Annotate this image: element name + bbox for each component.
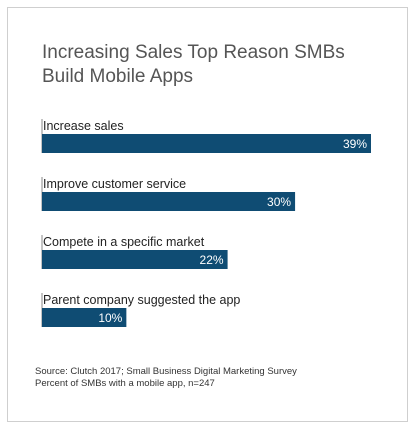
bar [42, 250, 228, 269]
category-label: Increase sales [43, 119, 124, 133]
bar-chart: Increase sales 39% Improve customer servic… [41, 119, 371, 327]
chart-title: Increasing Sales Top Reason SMBs Build M… [42, 42, 345, 87]
value-label: 22% [200, 253, 224, 267]
bar [42, 308, 127, 327]
bar [42, 134, 371, 153]
value-label: 30% [267, 195, 291, 209]
sample-note: Percent of SMBs with a mobile app, n=247 [35, 378, 215, 389]
category-label: Parent company suggested the app [43, 293, 240, 307]
category-label: Compete in a specific market [43, 235, 205, 249]
chart-footer: Source: Clutch 2017; Small Business Digi… [35, 366, 297, 390]
bar [42, 192, 296, 211]
value-label: 10% [98, 311, 122, 325]
category-label: Improve customer service [43, 177, 186, 191]
value-label: 39% [343, 137, 367, 151]
chart-card: Increasing Sales Top Reason SMBs Build M… [7, 7, 408, 422]
source-note: Source: Clutch 2017; Small Business Digi… [35, 366, 297, 377]
